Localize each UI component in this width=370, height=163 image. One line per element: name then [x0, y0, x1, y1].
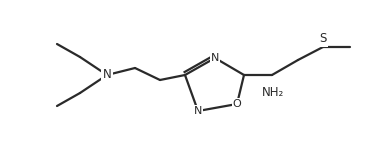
Text: N: N	[211, 53, 219, 63]
Text: NH₂: NH₂	[262, 87, 284, 99]
Text: S: S	[319, 32, 327, 45]
Text: O: O	[233, 99, 241, 109]
Text: N: N	[194, 106, 202, 116]
Text: N: N	[102, 68, 111, 82]
